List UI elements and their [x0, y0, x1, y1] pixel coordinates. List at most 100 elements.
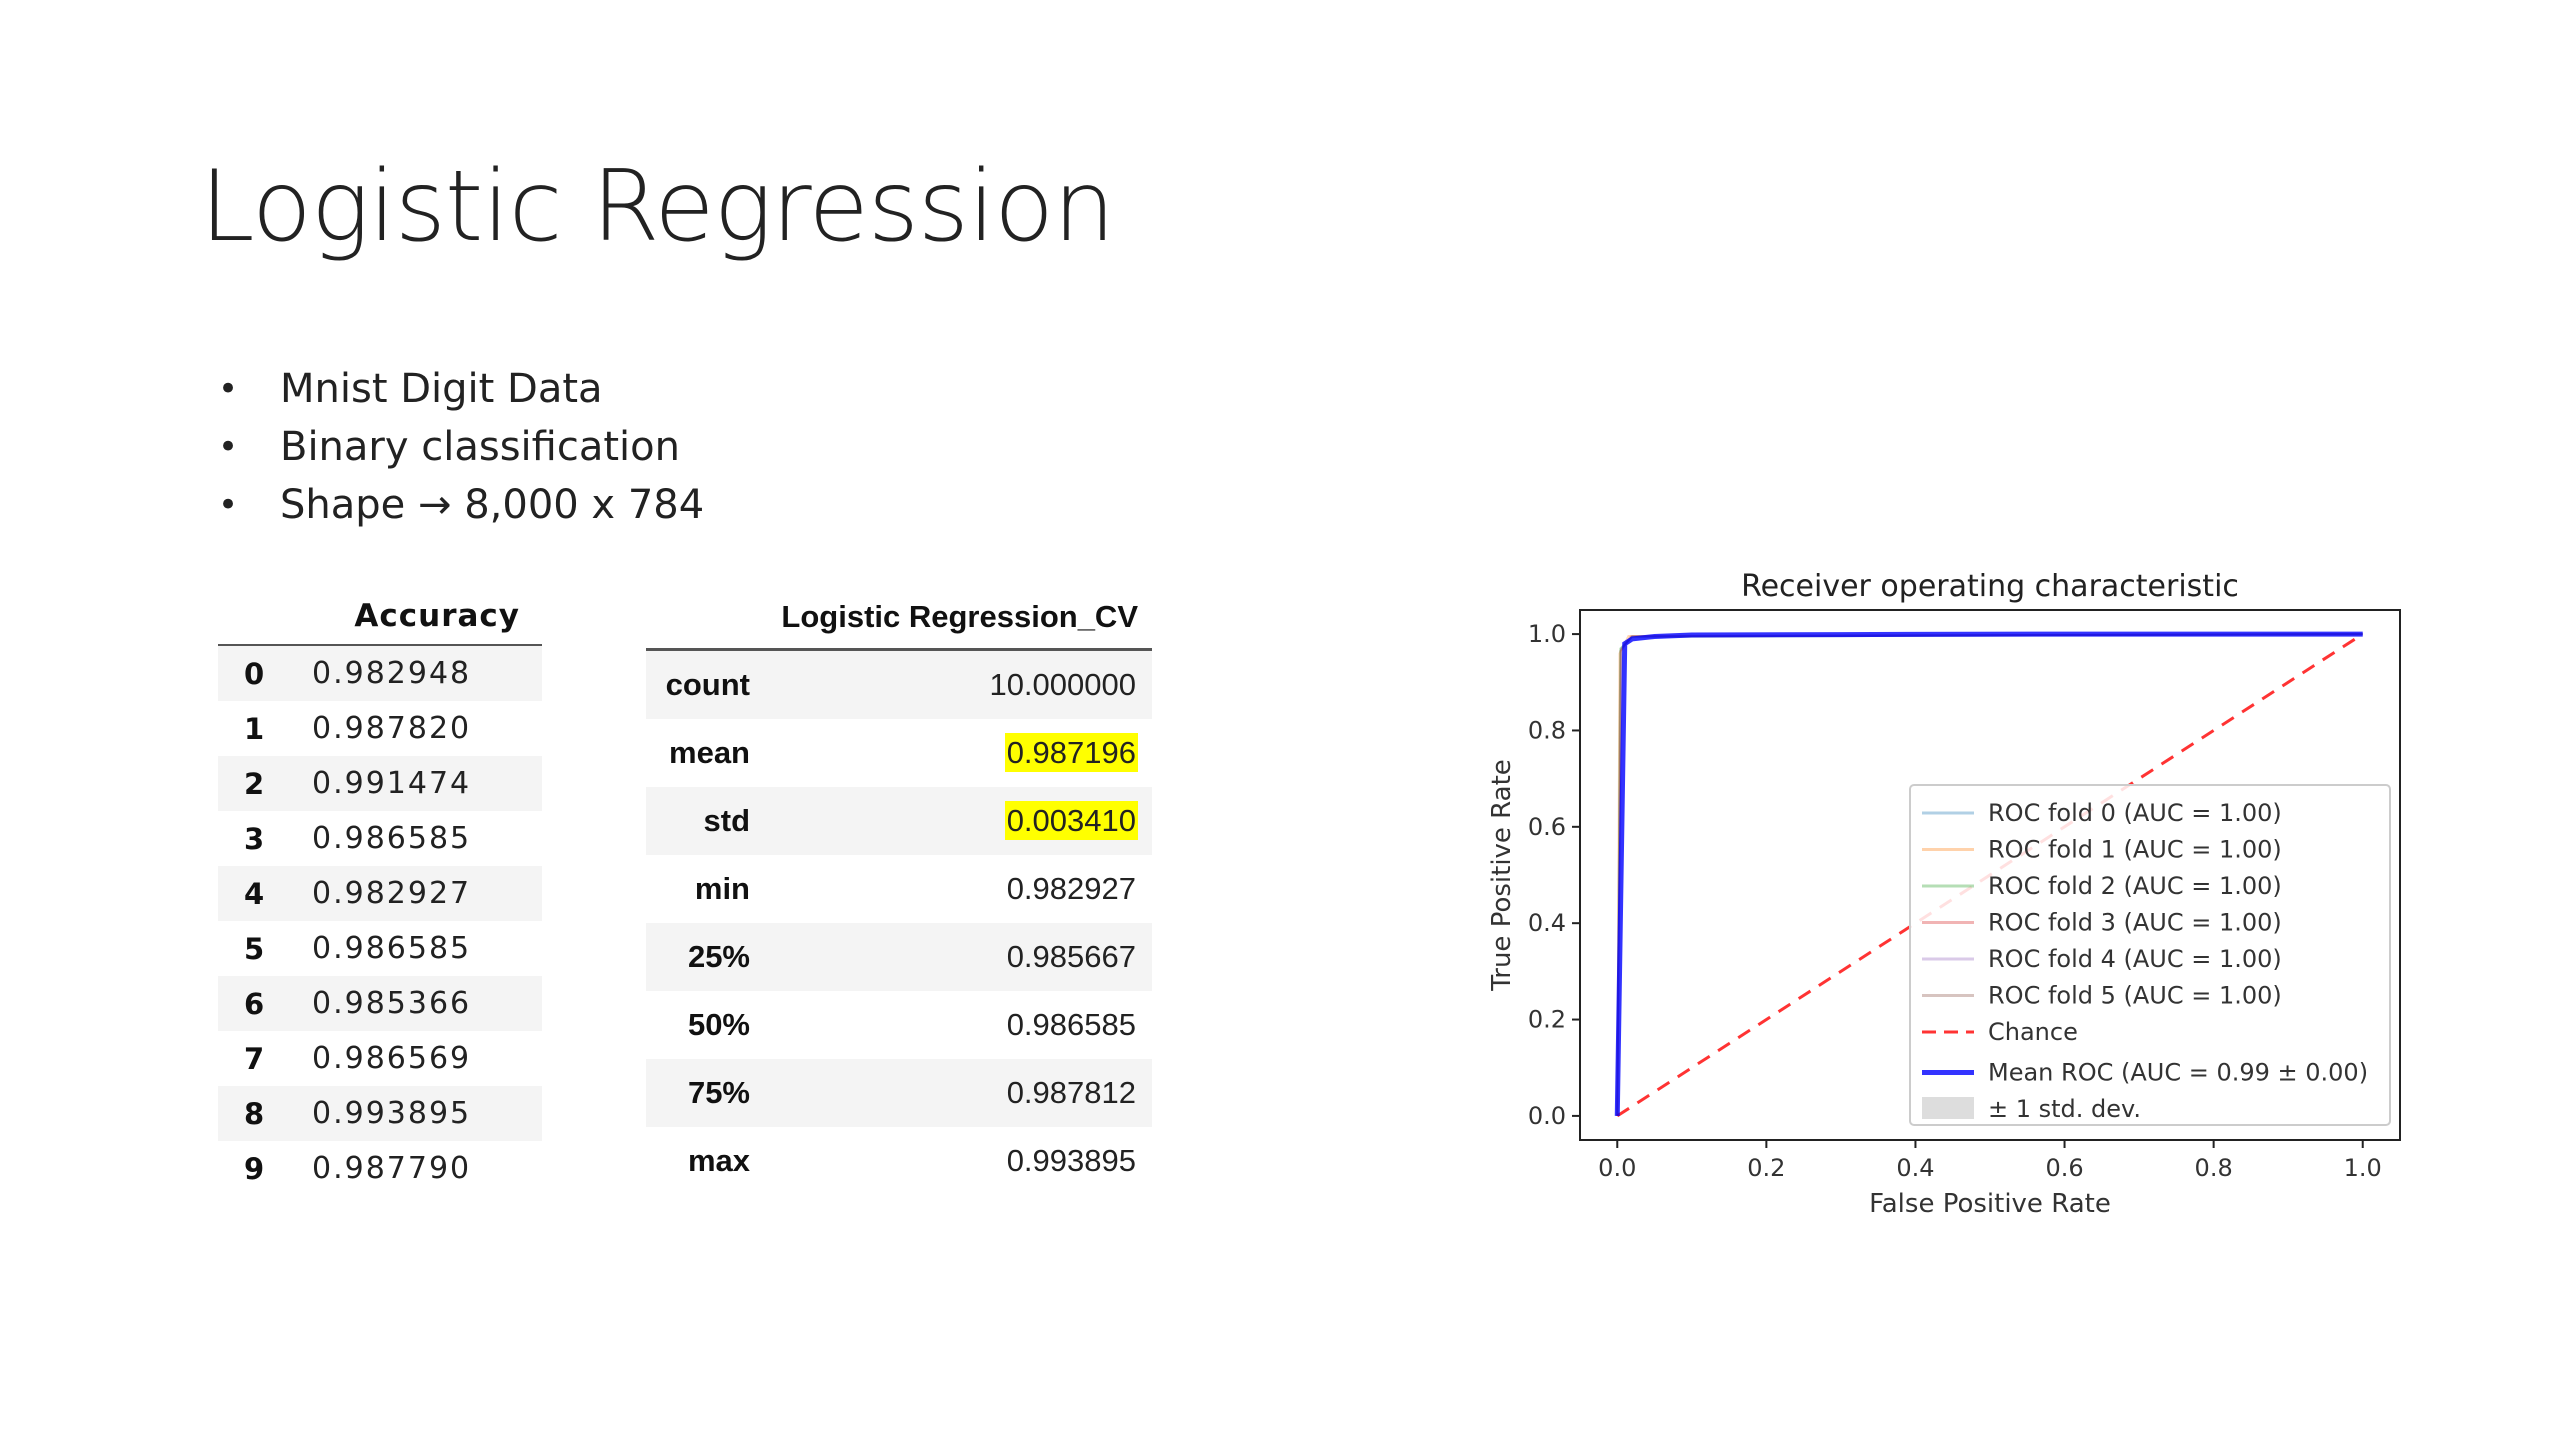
- x-tick-label: 0.6: [2045, 1154, 2083, 1182]
- y-tick-label: 0.2: [1528, 1006, 1566, 1034]
- stat-label: 50%: [687, 1007, 750, 1042]
- bullet-item: • Shape → 8,000 x 784: [218, 476, 704, 534]
- table-row: min 0.982927: [646, 855, 1152, 923]
- accuracy-table: Accuracy 0 0.982948 1 0.987820 2 0.991474 3 0.9…: [218, 588, 542, 1196]
- bullet-list: • Mnist Digit Data • Binary classification…: [218, 360, 704, 534]
- table-row: 9 0.987790: [218, 1141, 542, 1196]
- accuracy-value: 0.985366: [312, 986, 472, 1021]
- stat-value: 0.985667: [1006, 939, 1136, 974]
- slide-title: Logistic Regression: [200, 150, 1115, 264]
- stat-value-cell: 10.000000: [750, 667, 1152, 703]
- legend-entry: ROC fold 1 (AUC = 1.00): [1988, 836, 2282, 864]
- stat-label: mean: [669, 735, 750, 770]
- stat-label: 75%: [687, 1075, 750, 1110]
- row-index: 2: [244, 766, 265, 801]
- stat-value: 0.982927: [1006, 871, 1136, 906]
- legend-box: [1909, 784, 2391, 1126]
- x-tick-label: 0.4: [1896, 1154, 1934, 1182]
- bullet-text: Mnist Digit Data: [280, 366, 603, 412]
- row-index: 3: [244, 821, 265, 856]
- row-index: 4: [244, 876, 265, 911]
- y-tick-label: 0.0: [1528, 1102, 1566, 1130]
- y-tick-label: 0.6: [1528, 813, 1566, 841]
- y-tick-label: 0.4: [1528, 909, 1566, 937]
- table-row: 50% 0.986585: [646, 991, 1152, 1059]
- legend-entry: Mean ROC (AUC = 0.99 ± 0.00): [1988, 1059, 2368, 1087]
- legend-swatch: [1922, 1097, 1974, 1119]
- stat-value: 0.986585: [1006, 1007, 1136, 1042]
- table-row: 6 0.985366: [218, 976, 542, 1031]
- y-axis-label: True Positive Rate: [1487, 759, 1517, 992]
- accuracy-value: 0.986569: [312, 1041, 472, 1076]
- accuracy-value: 0.986585: [312, 931, 472, 966]
- accuracy-value: 0.991474: [312, 766, 472, 801]
- stat-label: min: [694, 871, 750, 906]
- legend-entry: ROC fold 5 (AUC = 1.00): [1988, 982, 2282, 1010]
- stat-value-cell: 0.003410: [750, 801, 1152, 840]
- stat-label: max: [687, 1143, 750, 1178]
- table-row: 0 0.982948: [218, 646, 542, 701]
- plot-frame: [1579, 609, 2401, 1141]
- table-row: 25% 0.985667: [646, 923, 1152, 991]
- row-index: 7: [244, 1041, 265, 1076]
- bullet-item: • Binary classification: [218, 418, 704, 476]
- roc-chart-svg: Receiver operating characteristic 0.0 0.2 0…: [1487, 569, 2401, 1219]
- table-row: 7 0.986569: [218, 1031, 542, 1086]
- row-index: 6: [244, 986, 265, 1021]
- chart-title: Receiver operating characteristic: [1741, 569, 2239, 604]
- row-index: 1: [244, 711, 265, 746]
- table-row: 4 0.982927: [218, 866, 542, 921]
- row-index: 5: [244, 931, 265, 966]
- table-row: max 0.993895: [646, 1127, 1152, 1195]
- stat-value: 10.000000: [989, 667, 1136, 702]
- row-index: 9: [244, 1151, 265, 1186]
- roc-chart: Receiver operating characteristic 0.0 0.2 0…: [1470, 560, 2450, 1245]
- bullet-text: Binary classification: [280, 424, 680, 470]
- legend-entry: Chance: [1988, 1018, 2078, 1046]
- table-row: 8 0.993895: [218, 1086, 542, 1141]
- describe-table-header: Logistic Regression_CV: [646, 588, 1152, 651]
- table-row: 1 0.987820: [218, 701, 542, 756]
- stat-label: std: [703, 803, 751, 838]
- stat-value-cell: 0.986585: [750, 1007, 1152, 1043]
- stat-value-cell: 0.987196: [750, 733, 1152, 772]
- accuracy-table-header: Accuracy: [218, 588, 542, 646]
- table-row: count 10.000000: [646, 651, 1152, 719]
- mean-roc-line: [1614, 631, 2363, 1116]
- y-tick-label: 1.0: [1528, 620, 1566, 648]
- accuracy-value: 0.986585: [312, 821, 472, 856]
- bullet-dot: •: [218, 369, 239, 409]
- stat-value-cell: 0.993895: [750, 1143, 1152, 1179]
- highlighted-stat-value: 0.003410: [1004, 801, 1138, 840]
- stat-value-cell: 0.987812: [750, 1075, 1152, 1111]
- x-tick-label: 0.0: [1598, 1154, 1636, 1182]
- accuracy-value: 0.982927: [312, 876, 472, 911]
- bullet-dot: •: [218, 485, 239, 525]
- legend-entry: ± 1 std. dev.: [1988, 1095, 2141, 1123]
- x-tick-label: 1.0: [2344, 1154, 2382, 1182]
- accuracy-value: 0.987790: [312, 1151, 472, 1186]
- table-row: 5 0.986585: [218, 921, 542, 976]
- table-row: 3 0.986585: [218, 811, 542, 866]
- describe-table: Logistic Regression_CV count 10.000000 mea…: [646, 588, 1152, 1195]
- stat-value-cell: 0.982927: [750, 871, 1152, 907]
- x-tick-label: 0.8: [2195, 1154, 2233, 1182]
- y-tick-label: 0.8: [1528, 716, 1566, 744]
- table-row: 75% 0.987812: [646, 1059, 1152, 1127]
- stat-label: 25%: [687, 939, 750, 974]
- bullet-dot: •: [218, 427, 239, 467]
- legend-entry: ROC fold 2 (AUC = 1.00): [1988, 872, 2282, 900]
- accuracy-value: 0.982948: [312, 656, 472, 691]
- x-axis-label: False Positive Rate: [1869, 1189, 2111, 1219]
- bullet-text: Shape → 8,000 x 784: [280, 482, 705, 528]
- table-row: mean 0.987196: [646, 719, 1152, 787]
- bullet-item: • Mnist Digit Data: [218, 360, 704, 418]
- legend-entry: ROC fold 0 (AUC = 1.00): [1988, 799, 2282, 827]
- accuracy-value: 0.993895: [312, 1096, 472, 1131]
- stat-value: 0.987812: [1006, 1075, 1136, 1110]
- stat-value: 0.993895: [1006, 1143, 1136, 1178]
- x-tick-label: 0.2: [1747, 1154, 1785, 1182]
- highlighted-stat-value: 0.987196: [1004, 733, 1138, 772]
- table-row: 2 0.991474: [218, 756, 542, 811]
- row-index: 0: [244, 656, 265, 691]
